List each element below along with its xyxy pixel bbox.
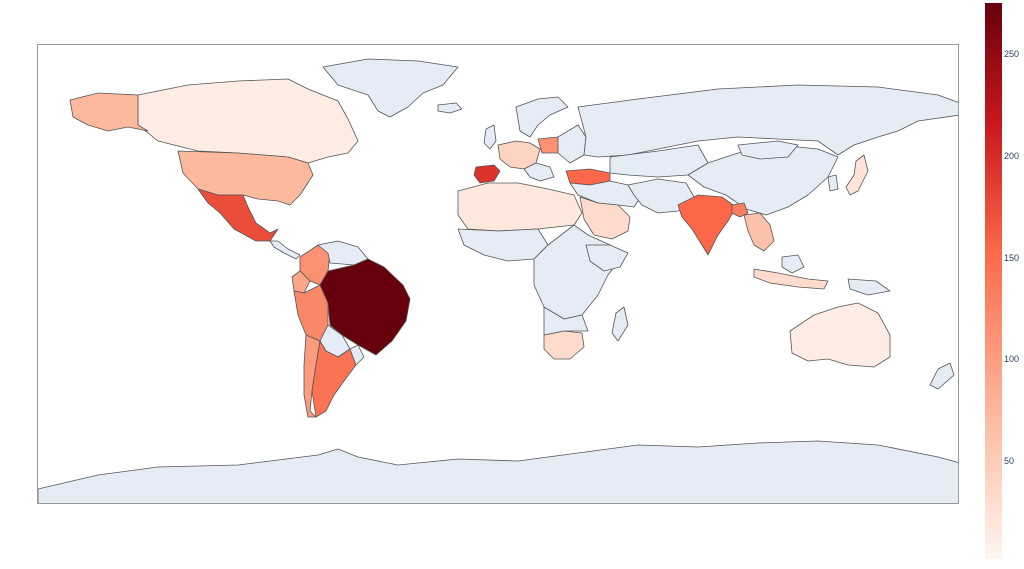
australia-region[interactable] [789, 302, 891, 368]
korea-region[interactable] [827, 174, 839, 192]
map-frame[interactable] [37, 44, 959, 504]
colorbar [985, 3, 1002, 559]
east-africa-region[interactable] [585, 244, 629, 272]
new-zealand-region[interactable] [929, 362, 955, 390]
iran-region[interactable] [627, 178, 695, 214]
south-africa-region[interactable] [543, 330, 585, 360]
madagascar-region[interactable] [611, 306, 629, 342]
uk-region[interactable] [483, 124, 497, 150]
peru-region[interactable] [293, 284, 329, 342]
central-america-region[interactable] [269, 240, 301, 260]
balkans-region[interactable] [523, 162, 555, 182]
scandinavia-region[interactable] [515, 96, 569, 138]
eastern-europe-region[interactable] [557, 124, 587, 164]
central-africa-region[interactable] [533, 224, 621, 320]
india-region[interactable] [677, 194, 737, 256]
indochina-region[interactable] [743, 212, 775, 252]
alaska-region[interactable] [69, 92, 149, 132]
mexico-region[interactable] [197, 188, 279, 242]
antarctica-region[interactable] [38, 440, 959, 504]
ecuador-region[interactable] [291, 270, 311, 294]
greenland-region[interactable] [322, 58, 459, 118]
southern-africa-region[interactable] [543, 306, 589, 336]
uruguay-region[interactable] [349, 344, 365, 366]
argentina-region[interactable] [311, 340, 357, 418]
indonesia-region[interactable] [753, 268, 829, 290]
colorbar-gradient [985, 3, 1002, 559]
colorbar-tick-100: 100 [1004, 354, 1020, 364]
usa-region[interactable] [177, 150, 314, 206]
saudi-arabia-region[interactable] [579, 196, 631, 240]
west-africa-region[interactable] [457, 228, 549, 262]
colorbar-tick-50: 50 [1004, 456, 1015, 466]
spain-region[interactable] [473, 164, 501, 184]
new-guinea-region[interactable] [847, 278, 891, 296]
colorbar-tick-250: 250 [1004, 49, 1020, 59]
iceland-region[interactable] [437, 102, 463, 114]
colorbar-tick-150: 150 [1004, 253, 1020, 263]
world-choropleth-map[interactable] [38, 45, 959, 504]
canada-region[interactable] [137, 78, 359, 164]
north-africa-region[interactable] [457, 182, 583, 232]
japan-region[interactable] [845, 154, 869, 196]
colorbar-tick-200: 200 [1004, 151, 1020, 161]
borneo-region[interactable] [781, 254, 805, 274]
mongolia-region[interactable] [737, 140, 799, 160]
middle-east-region[interactable] [569, 180, 643, 208]
brazil-region[interactable] [319, 258, 411, 356]
